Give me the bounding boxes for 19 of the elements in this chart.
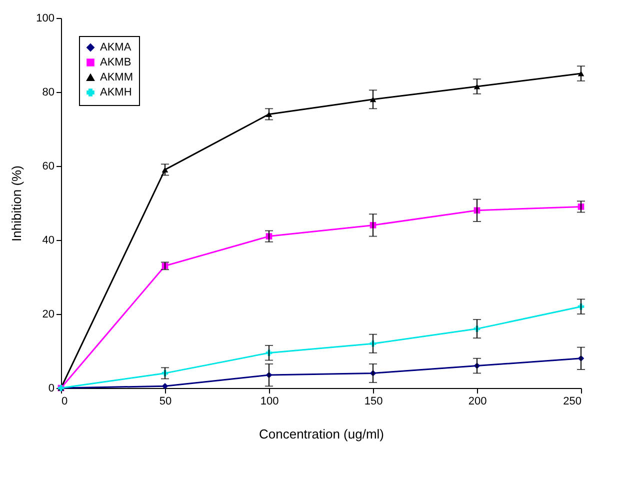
legend-label: AKMA — [100, 42, 132, 54]
x-tick-label: 0 — [62, 396, 68, 408]
x-tick-label: 250 — [563, 396, 582, 408]
x-tick-label: 150 — [364, 396, 383, 408]
y-tick-label: 80 — [42, 86, 54, 98]
x-tick-label: 100 — [260, 396, 279, 408]
legend-label: AKMM — [100, 72, 133, 84]
legend-label: AKMH — [100, 86, 132, 98]
y-tick-label: 40 — [42, 234, 54, 246]
y-axis-title: Inhibition (%) — [9, 166, 24, 242]
y-tick-label: 20 — [42, 308, 54, 320]
x-tick-label: 200 — [468, 396, 487, 408]
y-tick-label: 60 — [42, 160, 54, 172]
legend-label: AKMB — [100, 56, 132, 68]
x-axis-title: Concentration (ug/ml) — [259, 426, 384, 442]
point — [162, 382, 168, 390]
x-tick-label: 50 — [159, 396, 172, 408]
y-tick-label: 100 — [36, 12, 54, 24]
y-tick-label: 0 — [48, 382, 54, 394]
